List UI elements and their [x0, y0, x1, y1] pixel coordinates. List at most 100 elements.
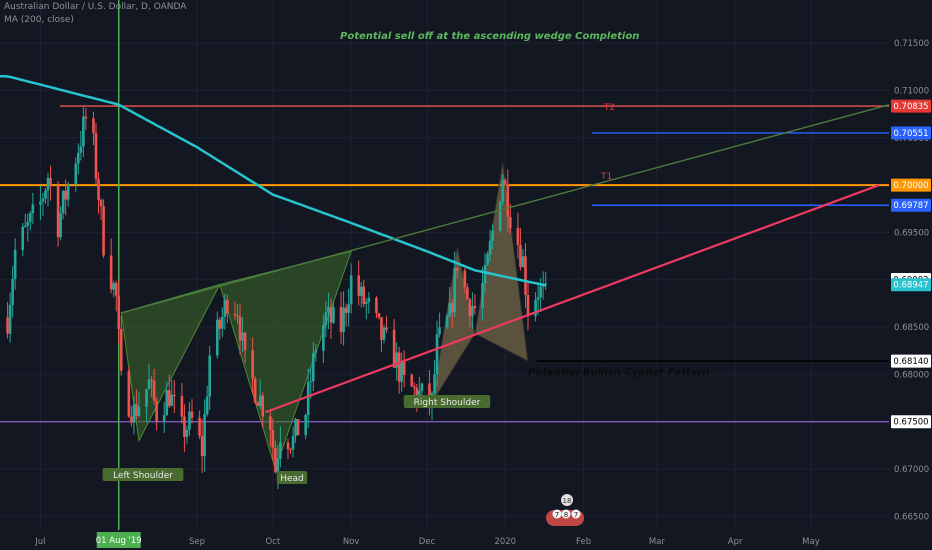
candle-body [188, 411, 191, 430]
candle-body [498, 201, 502, 231]
x-tick-label: Nov [343, 537, 360, 547]
event-badge-number: 7 [555, 511, 559, 519]
candle-body [450, 303, 454, 313]
candle-body [162, 415, 166, 422]
candle-body [466, 287, 469, 300]
candle-body [311, 352, 315, 382]
candle-body [509, 216, 512, 229]
candle-body [314, 350, 318, 353]
candle-body [322, 324, 325, 351]
wedge-trendline [121, 103, 889, 314]
candle-body [119, 328, 123, 371]
event-badge [571, 509, 581, 519]
candle-body [13, 249, 17, 279]
price-tag-label: 0.70000 [893, 181, 928, 191]
candle-body [382, 327, 386, 340]
candle-body [516, 228, 520, 246]
candle-body [82, 116, 85, 147]
date-tag-bg [96, 532, 141, 548]
candle-body [61, 190, 65, 214]
candle-body [39, 201, 42, 205]
candle-body [112, 283, 115, 290]
candle-body [410, 374, 414, 387]
candle-body [294, 419, 297, 436]
candle-body [296, 419, 300, 436]
candle-body [380, 317, 383, 340]
candle-body [208, 355, 211, 397]
candle-body [64, 190, 67, 200]
candle-body [26, 221, 30, 226]
candle-body [256, 402, 259, 406]
candle-body [468, 299, 472, 317]
candle-body [150, 379, 153, 381]
candle-body [215, 319, 219, 356]
candle-body [309, 381, 313, 383]
candle-body [11, 278, 14, 305]
candle-body [463, 270, 467, 288]
candle-body [233, 313, 237, 316]
candle-body [205, 396, 209, 415]
x-tick-label: Sep [189, 537, 205, 547]
candle-body [99, 200, 103, 207]
candle-body [438, 327, 441, 335]
candle-body [503, 180, 507, 184]
candle-body [251, 350, 254, 379]
candle-body [236, 315, 239, 317]
candle-body [77, 152, 80, 164]
candle-body [167, 390, 171, 406]
head-label-bg [276, 471, 308, 484]
target-t1-label: T1 [601, 172, 613, 182]
candle-body [84, 116, 88, 119]
left-shoulder-label-bg [102, 468, 184, 481]
candle-body [226, 299, 229, 314]
candle-body [190, 411, 194, 418]
x-tick-label: Mar [649, 537, 666, 547]
candle-body [445, 316, 449, 328]
candle-body [241, 332, 244, 341]
price-tag-bg [891, 126, 931, 140]
candle-body [198, 417, 201, 436]
candle-body [218, 319, 222, 329]
candle-body [375, 297, 378, 314]
price-tag-bg [891, 198, 931, 212]
event-badge-number: 7 [574, 511, 578, 519]
candle-body [109, 255, 113, 290]
candle-body [304, 415, 307, 436]
candle-body [488, 240, 492, 255]
candle-body [519, 245, 522, 268]
candle-body [357, 275, 361, 296]
candle-body [117, 295, 121, 329]
candle-body [349, 275, 353, 305]
candle-body [221, 316, 224, 329]
left-shoulder-label: Left Shoulder [113, 471, 173, 481]
candle-body [395, 352, 398, 368]
candle-body [23, 225, 27, 227]
candle-body [402, 362, 406, 375]
candle-body [31, 204, 35, 214]
price-tag-bg [891, 415, 931, 429]
candle-body [367, 297, 371, 303]
candle-body [306, 382, 310, 416]
candle-body [362, 286, 366, 304]
y-tick-label: 0.66500 [894, 512, 929, 522]
y-tick-label: 0.71000 [894, 86, 929, 96]
candle-body [269, 416, 272, 430]
candle-body [92, 118, 95, 134]
candle-body [261, 395, 265, 417]
indicator-title: MA (200, close) [4, 15, 74, 25]
candle-body [258, 395, 262, 406]
price-tag-label: 0.68140 [893, 357, 928, 367]
candle-body [428, 383, 431, 405]
candle-body [534, 299, 537, 317]
right-shoulder-label: Right Shoulder [414, 398, 481, 408]
right-shoulder-label-bg [403, 395, 491, 408]
candle-body [486, 254, 489, 265]
candle-body [473, 306, 477, 308]
candle-body [327, 306, 330, 313]
candle-body [127, 370, 131, 417]
candle-body [253, 378, 257, 403]
candle-body [276, 458, 280, 473]
price-tag-label: 0.69787 [893, 201, 928, 211]
candle-body [329, 306, 333, 323]
